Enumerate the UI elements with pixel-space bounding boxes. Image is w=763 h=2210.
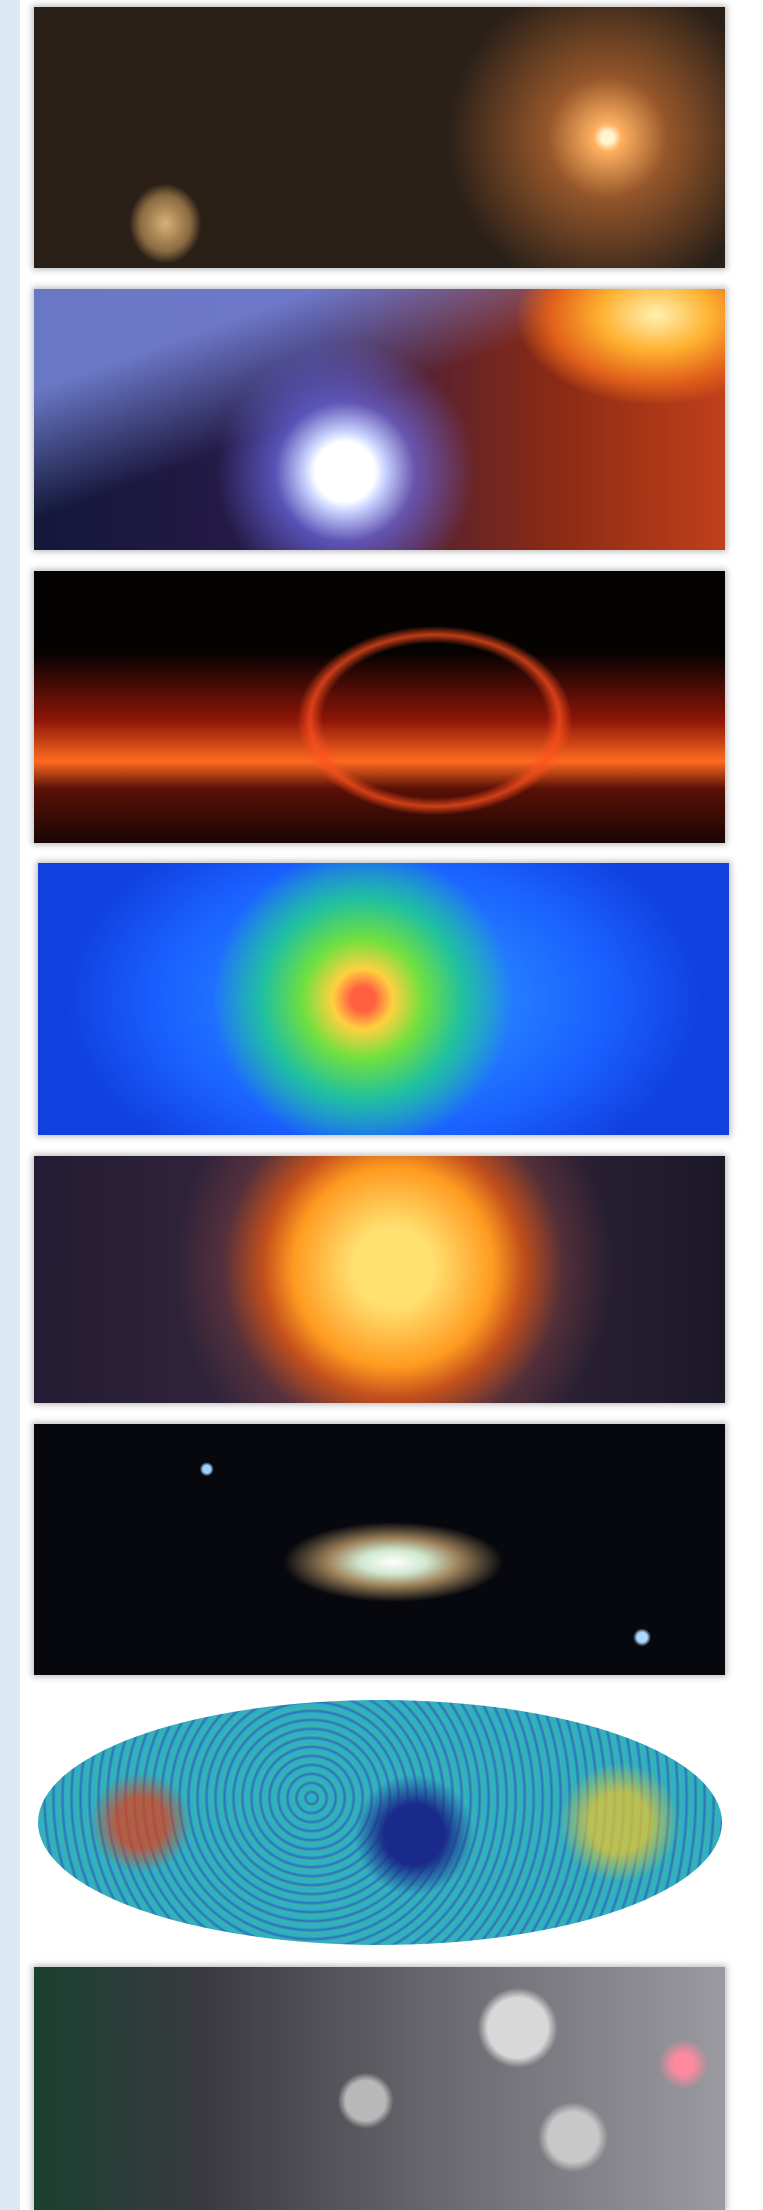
- solar-prominence-image: [34, 571, 725, 843]
- cmb-map-image: [30, 1692, 730, 1953]
- cosmic-bubbles-image: [34, 1967, 725, 2210]
- galaxy-simulation-image: [38, 863, 729, 1135]
- stellar-explosion-image: [34, 1156, 725, 1403]
- side-strip: [0, 0, 20, 2210]
- planetary-system-image: [34, 7, 725, 268]
- white-dwarf-image: [34, 289, 725, 550]
- cmb-ellipse: [38, 1700, 722, 1945]
- galaxy-image: [34, 1424, 725, 1675]
